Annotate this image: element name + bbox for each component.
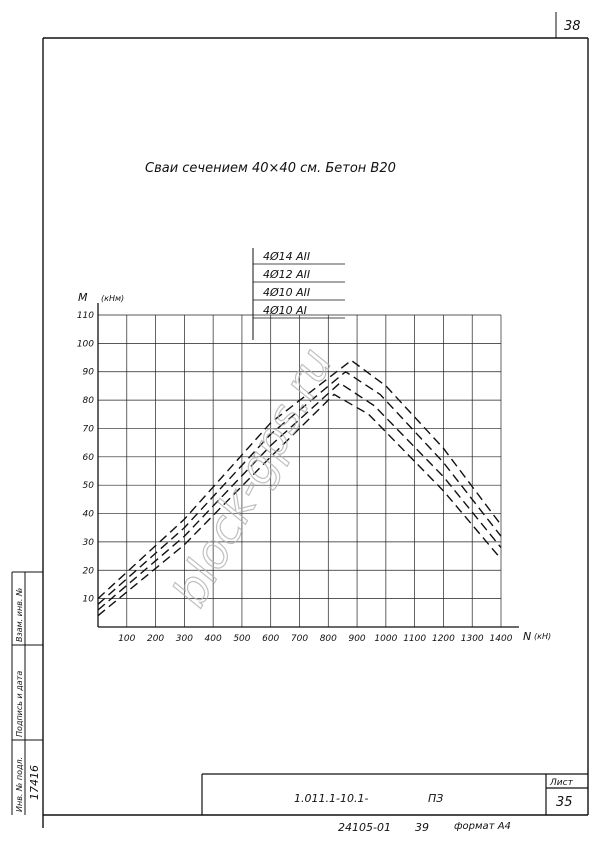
inv-number: 17416 — [28, 765, 41, 800]
doc-code: 1.011.1-10.1- — [294, 792, 368, 805]
y-tick-label: 20 — [83, 566, 95, 576]
x-tick-label: 400 — [205, 634, 222, 644]
x-tick-label: 200 — [147, 634, 164, 644]
y-tick-label: 100 — [77, 339, 94, 349]
x-tick-label: 800 — [320, 634, 337, 644]
x-tick-label: 900 — [348, 634, 365, 644]
watermark: block-gps.ru — [162, 339, 343, 615]
series-line-4 — [97, 393, 502, 617]
x-tick-label: 300 — [176, 634, 193, 644]
x-tick-label: 700 — [291, 634, 308, 644]
x-axis-label: N — [523, 630, 531, 643]
side-col-replace: Взам. инв. № — [15, 588, 24, 642]
x-axis-unit: (кН) — [534, 632, 551, 641]
x-tick-label: 500 — [233, 634, 250, 644]
y-tick-label: 50 — [83, 481, 95, 491]
y-tick-label: 80 — [83, 396, 95, 406]
y-tick-label: 60 — [83, 453, 95, 463]
x-tick-label: 1000 — [374, 634, 397, 644]
series-line-3 — [97, 382, 502, 611]
sheet-frame — [42, 12, 589, 828]
chart: 100 200 300 400 500 600 700 800 900 1000 1100 1200 1… — [77, 248, 551, 644]
y-tick-label: 110 — [77, 311, 94, 321]
format-label: формат А4 — [454, 821, 511, 832]
series-line-2 — [97, 371, 502, 605]
x-tick-label: 1400 — [490, 634, 513, 644]
bottom-num: 39 — [415, 821, 429, 834]
side-stamp — [11, 571, 43, 815]
y-tick-label: 30 — [83, 538, 95, 548]
y-axis-label: М — [78, 291, 88, 304]
y-tick-label: 40 — [83, 510, 95, 520]
y-tick-label: 90 — [83, 368, 95, 378]
bottom-code: 24105-01 — [338, 821, 391, 834]
doc-part: ПЗ — [428, 792, 443, 805]
sheet-label: Лист — [549, 778, 574, 788]
x-tick-label: 1300 — [461, 634, 484, 644]
legend-entry: 4Ø14 АII — [263, 250, 310, 263]
series-line-1 — [97, 359, 502, 600]
chart-title: Сваи сечением 40×40 см. Бетон В20 — [145, 161, 396, 176]
y-axis-unit: (кНм) — [101, 294, 124, 303]
x-tick-label: 100 — [118, 634, 135, 644]
y-tick-label: 10 — [83, 595, 95, 605]
y-tick-label: 70 — [83, 424, 95, 434]
x-tick-label: 1200 — [432, 634, 455, 644]
legend-entry: 4Ø10 АI — [263, 304, 307, 317]
legend-entry: 4Ø10 АII — [263, 286, 310, 299]
sheet-number: 35 — [556, 795, 573, 810]
side-col-sign: Подпись и дата — [15, 671, 24, 737]
x-tick-label: 1100 — [403, 634, 426, 644]
corner-number: 38 — [564, 19, 581, 34]
title-block — [201, 773, 588, 815]
x-tick-label: 600 — [262, 634, 279, 644]
side-col-inv: Инв. № подл. — [15, 757, 24, 812]
legend-entry: 4Ø12 АII — [263, 268, 310, 281]
